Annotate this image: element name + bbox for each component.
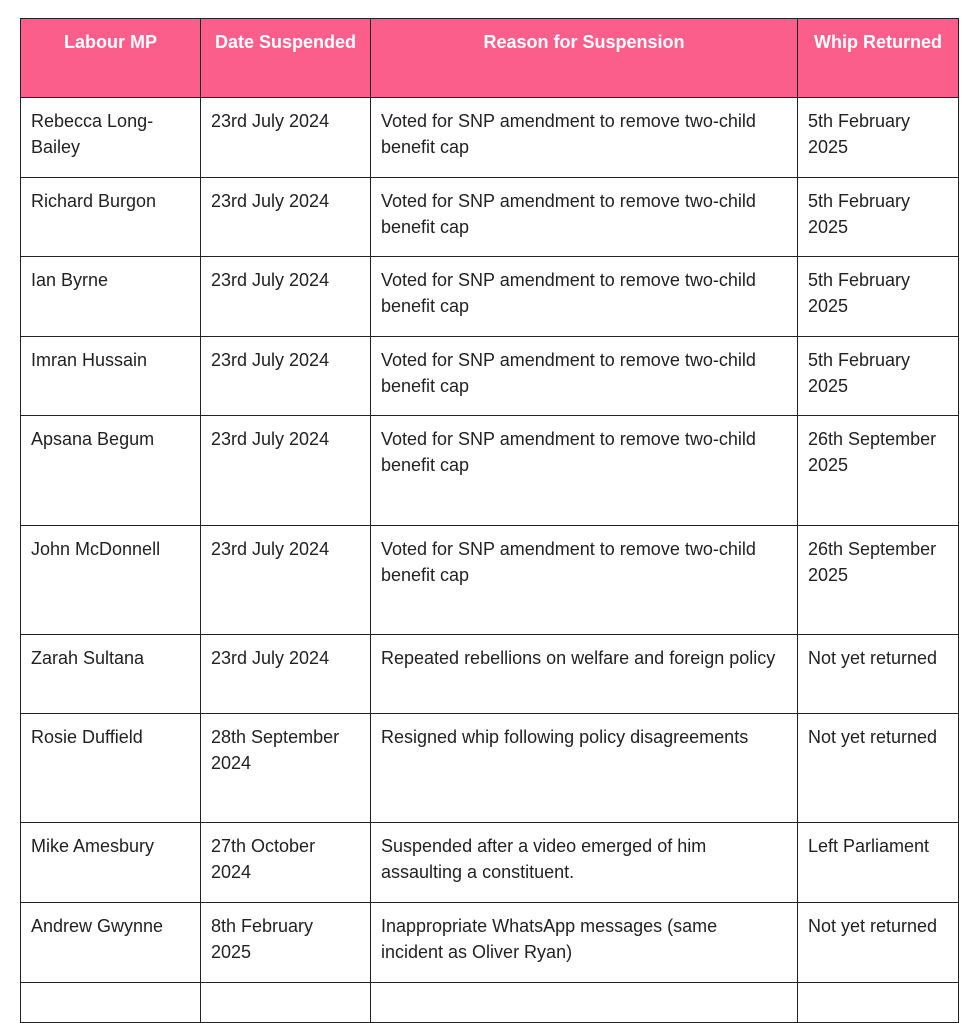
table-cell: Rebecca Long-Bailey [20, 97, 201, 178]
header-cell: Date Suspended [200, 18, 371, 98]
table-cell: 23rd July 2024 [200, 415, 371, 526]
table-row: Rebecca Long-Bailey 23rd July 2024 Voted f… [20, 97, 959, 178]
table-cell: Left Parliament [797, 822, 959, 903]
table-cell: 26th September 2025 [797, 525, 959, 635]
table-cell: Andrew Gwynne [20, 902, 201, 983]
table-row: Rosie Duffield 28th September 2024 Resigne… [20, 713, 959, 823]
table-cell: Not yet returned [797, 634, 959, 714]
table-cell: 23rd July 2024 [200, 256, 371, 337]
table-cell: John McDonnell [20, 525, 201, 635]
table-cell: Repeated rebellions on welfare and forei… [370, 634, 798, 714]
table-cell: 5th February 2025 [797, 177, 959, 257]
table-cell: 23rd July 2024 [200, 634, 371, 714]
table-cell: Inappropriate WhatsApp messages (same in… [370, 902, 798, 983]
table-cell: 5th February 2025 [797, 256, 959, 337]
table-cell [200, 982, 371, 1023]
page: Labour MP Date Suspended Reason for Suspen… [20, 18, 959, 1023]
header-cell: Whip Returned [797, 18, 959, 98]
table-row: Ian Byrne 23rd July 2024 Voted for SNP ame… [20, 256, 959, 337]
table-row: Mike Amesbury 27th October 2024 Suspended … [20, 822, 959, 903]
table-cell: 5th February 2025 [797, 97, 959, 178]
table-cell: Resigned whip following policy disagreem… [370, 713, 798, 823]
table-cell: Mike Amesbury [20, 822, 201, 903]
table-row [20, 982, 959, 1023]
table-cell: 8th February 2025 [200, 902, 371, 983]
header-row: Labour MP Date Suspended Reason for Suspen… [20, 18, 959, 98]
table-cell: Not yet returned [797, 713, 959, 823]
table-row: Apsana Begum 23rd July 2024 Voted for SNP … [20, 415, 959, 526]
table-cell: Rosie Duffield [20, 713, 201, 823]
table-cell: Zarah Sultana [20, 634, 201, 714]
table-cell: Richard Burgon [20, 177, 201, 257]
table-cell: 23rd July 2024 [200, 97, 371, 178]
table-row: Imran Hussain 23rd July 2024 Voted for SNP… [20, 336, 959, 416]
table-cell: 5th February 2025 [797, 336, 959, 416]
table-cell: 23rd July 2024 [200, 525, 371, 635]
table-cell: 23rd July 2024 [200, 177, 371, 257]
table-row: Andrew Gwynne 8th February 2025 Inappropri… [20, 902, 959, 983]
table-cell [20, 982, 201, 1023]
table-cell: Voted for SNP amendment to remove two-ch… [370, 415, 798, 526]
table-cell: Ian Byrne [20, 256, 201, 337]
table-cell: Voted for SNP amendment to remove two-ch… [370, 97, 798, 178]
table-cell: 27th October 2024 [200, 822, 371, 903]
table-cell [370, 982, 798, 1023]
table-cell: Not yet returned [797, 902, 959, 983]
table-cell: 28th September 2024 [200, 713, 371, 823]
table-cell: 26th September 2025 [797, 415, 959, 526]
table-cell: Voted for SNP amendment to remove two-ch… [370, 336, 798, 416]
table-cell: Imran Hussain [20, 336, 201, 416]
table-cell: Apsana Begum [20, 415, 201, 526]
table-row: John McDonnell 23rd July 2024 Voted for SN… [20, 525, 959, 635]
suspension-table: Labour MP Date Suspended Reason for Suspen… [20, 18, 959, 1023]
table-cell [797, 982, 959, 1023]
table-cell: Voted for SNP amendment to remove two-ch… [370, 256, 798, 337]
table-cell: Voted for SNP amendment to remove two-ch… [370, 525, 798, 635]
table-row: Richard Burgon 23rd July 2024 Voted for SN… [20, 177, 959, 257]
table-row: Zarah Sultana 23rd July 2024 Repeated rebe… [20, 634, 959, 714]
header-cell: Labour MP [20, 18, 201, 98]
table-cell: 23rd July 2024 [200, 336, 371, 416]
table-cell: Voted for SNP amendment to remove two-ch… [370, 177, 798, 257]
table-cell: Suspended after a video emerged of him a… [370, 822, 798, 903]
header-cell: Reason for Suspension [370, 18, 798, 98]
